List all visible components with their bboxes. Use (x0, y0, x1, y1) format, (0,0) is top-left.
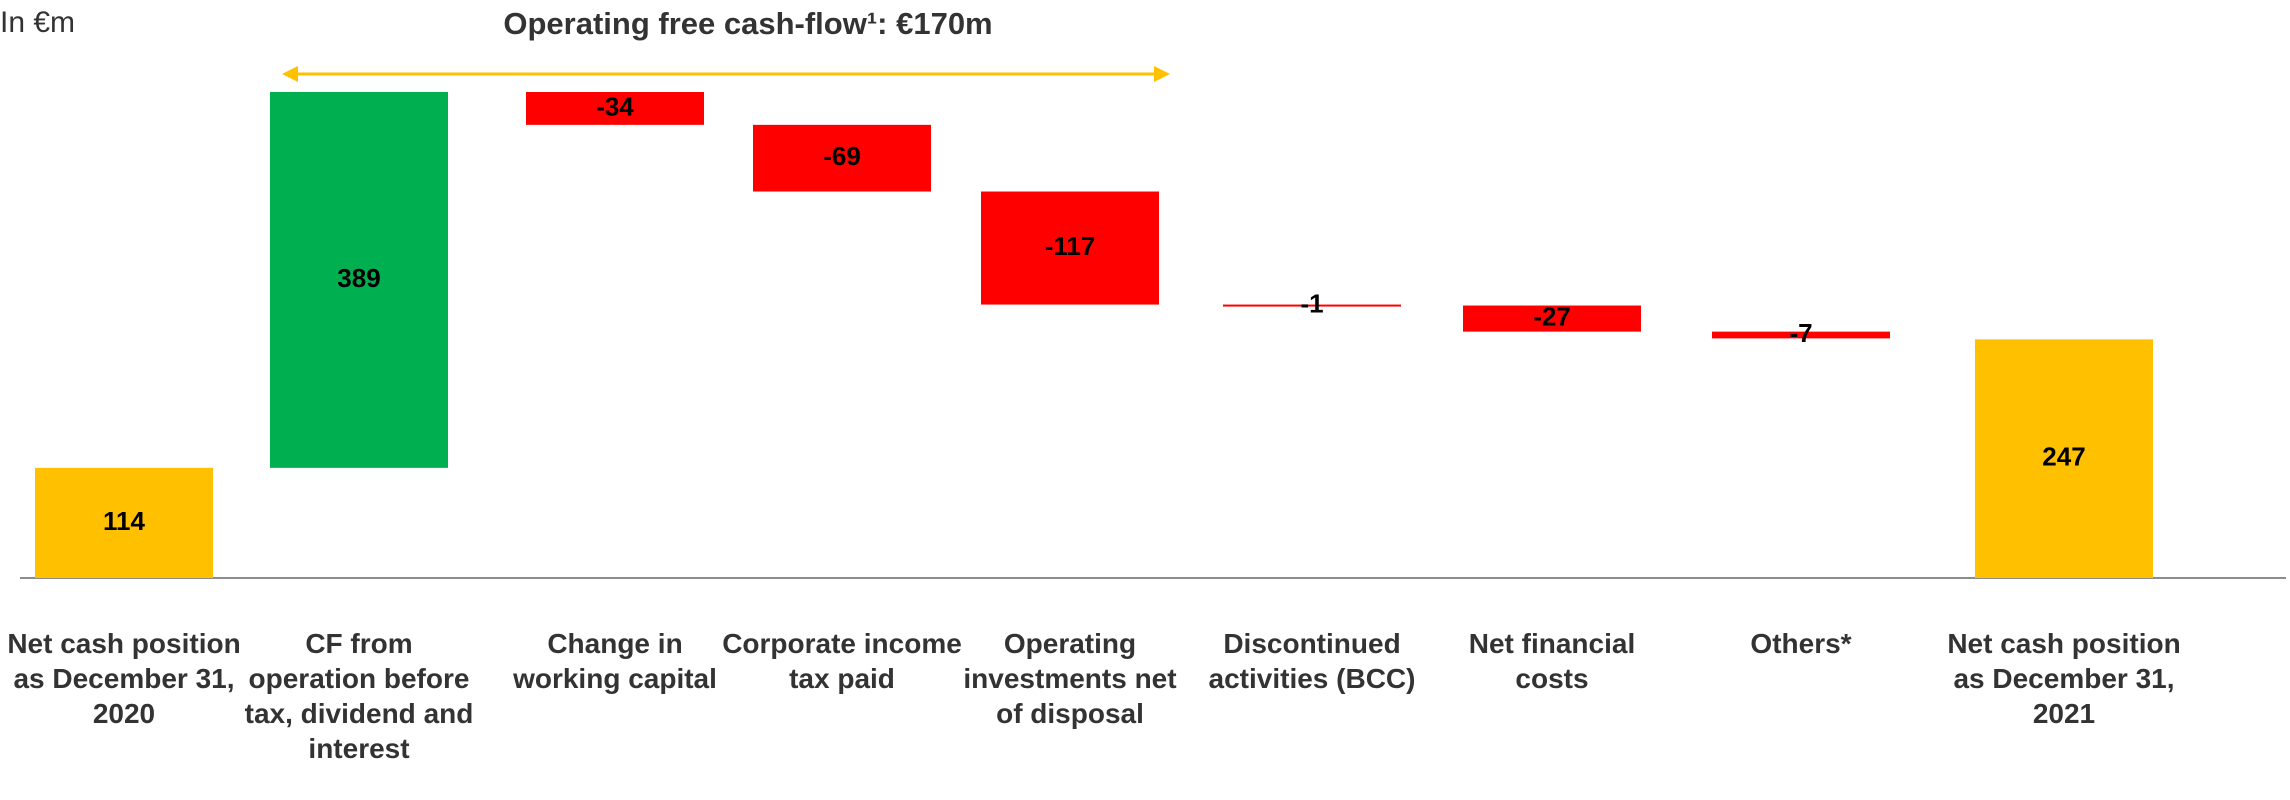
value-label: -7 (1789, 318, 1812, 348)
x-tick-label: Others* (1750, 628, 1852, 659)
value-label: -27 (1533, 301, 1571, 331)
bar (35, 467, 213, 578)
chart-title: Operating free cash-flow¹: €170m (503, 6, 992, 41)
x-tick-label: CF from operation before tax, dividend a… (244, 628, 474, 764)
value-label: -34 (596, 91, 634, 121)
x-tick-label: Net cash position as December 31, 2020 (7, 628, 241, 729)
bar (270, 92, 448, 468)
value-label: 247 (2042, 442, 2085, 472)
x-tick-label: Net cash position as December 31, 2021 (1947, 628, 2181, 729)
bar (526, 92, 704, 125)
x-tick-label: Corporate income tax paid (722, 628, 962, 694)
x-tick-label: Net financial costs (1468, 628, 1636, 694)
x-tick-label: Discontinued activities (BCC) (1208, 628, 1416, 694)
x-tick-label: Operating investments net of disposal (963, 628, 1177, 729)
bar (1463, 305, 1641, 332)
bar (1223, 304, 1401, 307)
value-label: -1 (1300, 288, 1323, 318)
value-label: -69 (823, 141, 861, 171)
x-tick-label: Change in working capital (513, 628, 717, 694)
bar (1712, 331, 1890, 339)
value-label: 114 (103, 506, 145, 536)
arrow-head (282, 66, 298, 82)
unit-label: In €m (0, 6, 75, 39)
arrow-head (1154, 66, 1170, 82)
bar (753, 124, 931, 192)
bar (981, 191, 1159, 305)
value-label: 389 (337, 263, 380, 293)
bar (1975, 339, 2153, 578)
value-label: -117 (1045, 231, 1096, 261)
